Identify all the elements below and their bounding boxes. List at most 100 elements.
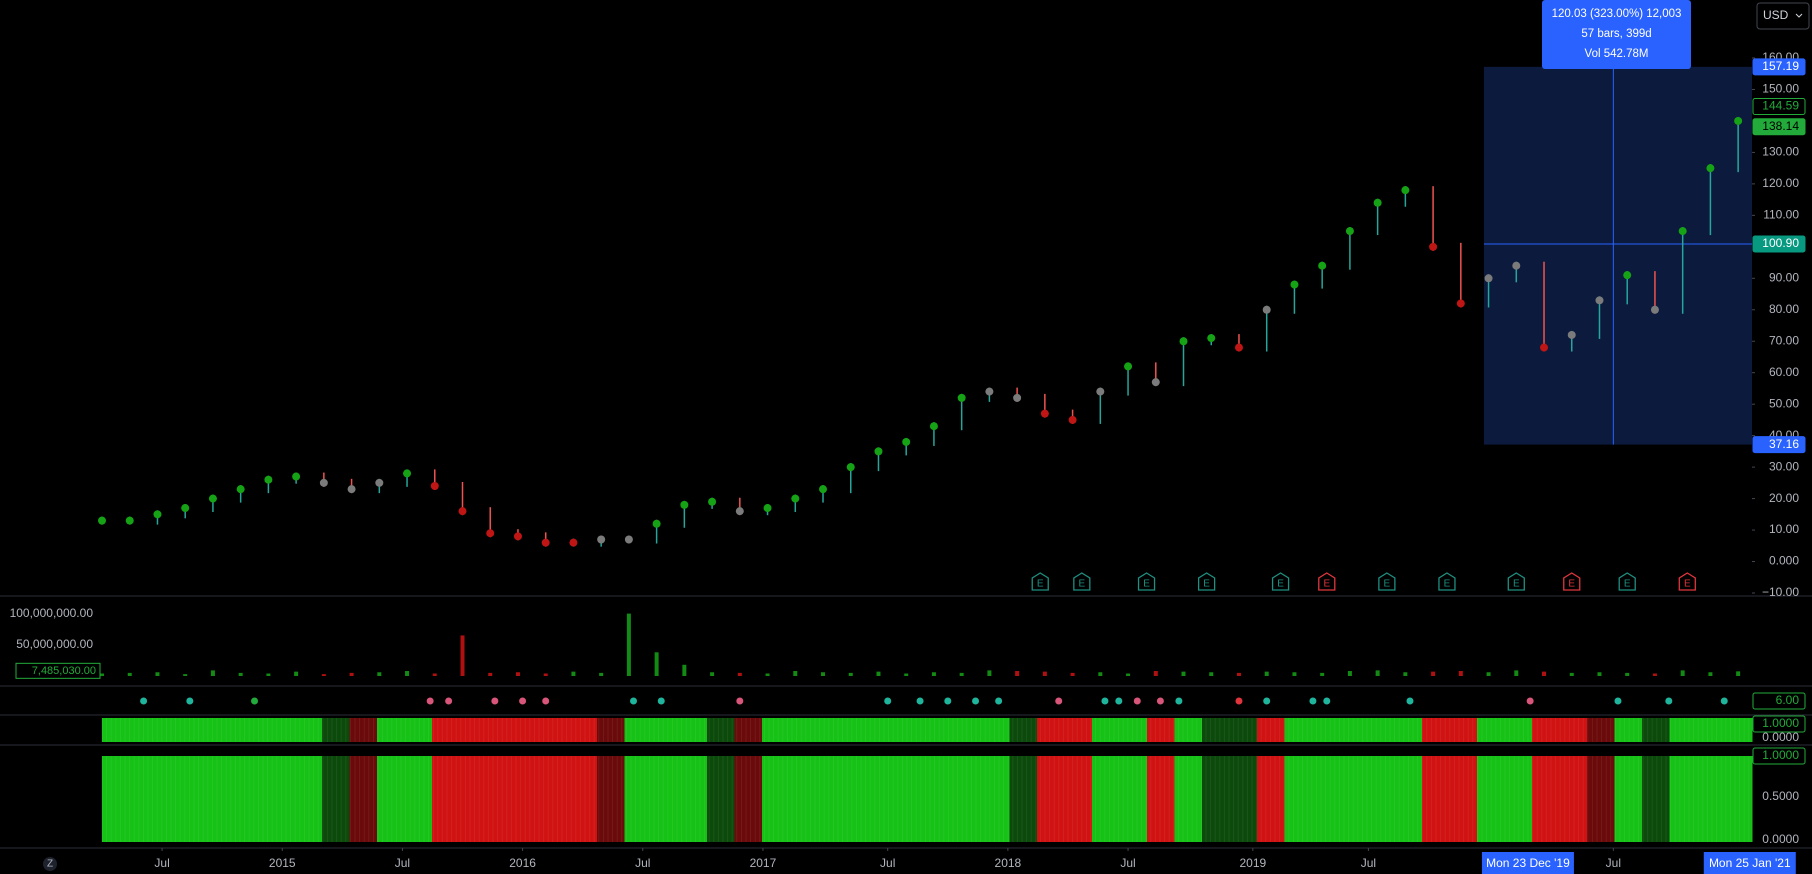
trend-dot xyxy=(680,500,689,509)
trend-dot xyxy=(597,535,606,544)
y-tick-label: 90.00 xyxy=(1769,270,1799,284)
heatmap-cell xyxy=(349,718,378,742)
volume-bar xyxy=(321,674,326,676)
volume-bar xyxy=(210,670,215,676)
volume-bar xyxy=(1542,671,1547,676)
trend-dot xyxy=(735,507,744,516)
heatmap-cell xyxy=(734,756,763,842)
y-tick-label: 70.00 xyxy=(1769,333,1799,347)
heatmap-cell xyxy=(1422,718,1450,742)
heatmap-cell xyxy=(1532,718,1560,742)
trend-dot xyxy=(1013,393,1022,402)
y-tick-label: 80.00 xyxy=(1769,302,1799,316)
signal-dot xyxy=(972,697,980,705)
volume-bar xyxy=(460,635,465,676)
zoom-button[interactable]: Z xyxy=(43,857,57,871)
heatmap-cell xyxy=(1477,756,1505,842)
trend-dot xyxy=(125,516,134,525)
heatmap-cell xyxy=(157,718,185,742)
volume-bar xyxy=(238,672,243,676)
heatmap-cell xyxy=(1174,718,1203,742)
axis-marker xyxy=(1752,58,1806,76)
axis-marker xyxy=(1752,97,1806,115)
heatmap-cell xyxy=(1449,718,1478,742)
heatmap-cell xyxy=(899,756,928,842)
signal-dot xyxy=(1323,697,1331,705)
trend-dot xyxy=(1623,271,1632,280)
x-tick-label: 2018 xyxy=(995,856,1022,870)
heatmap-cell xyxy=(1477,718,1505,742)
volume-bar xyxy=(266,673,271,676)
heatmap-cell xyxy=(322,718,350,742)
volume-bar xyxy=(1514,670,1519,676)
signal-dot xyxy=(995,697,1003,705)
heatmap-cell xyxy=(542,756,570,842)
button-label[interactable]: Z xyxy=(47,859,53,870)
axis-marker-label: 100.90 xyxy=(1762,236,1799,250)
heatmap-cell xyxy=(597,718,625,742)
event-marker xyxy=(1073,572,1091,591)
last-value-label: 7,485,030.00 xyxy=(32,665,96,677)
heatmap-cell xyxy=(459,756,488,842)
heatmap-cell xyxy=(762,756,790,842)
heatmap-cell xyxy=(267,756,295,842)
volume-bar xyxy=(793,671,798,676)
trend-dot xyxy=(1234,343,1243,352)
heatmap-cell xyxy=(129,718,158,742)
heatmap-cell xyxy=(899,718,928,742)
heatmap-cell xyxy=(1037,718,1065,742)
volume-bar xyxy=(405,671,410,676)
event-marker xyxy=(1378,572,1396,591)
heatmap-cell xyxy=(1367,718,1395,742)
heatmap-cell xyxy=(1147,756,1175,842)
heatmap-cell xyxy=(1064,718,1093,742)
signal-dot xyxy=(1101,697,1109,705)
trend-dot xyxy=(513,532,522,541)
x-tick-highlight xyxy=(1481,852,1574,874)
y-tick-label: 110.00 xyxy=(1763,208,1799,222)
axis-marker-label: 144.59 xyxy=(1762,99,1799,113)
heatmap-cell xyxy=(1284,756,1313,842)
signal-dot xyxy=(1055,697,1063,705)
event-label: E xyxy=(1323,579,1330,590)
trend-dot xyxy=(1124,362,1133,371)
heatmap-cell xyxy=(1009,756,1038,842)
heatmap-cell xyxy=(404,718,433,742)
background-layer xyxy=(1483,66,1752,445)
signal-dot xyxy=(1133,697,1141,705)
heatmap-cell xyxy=(817,756,845,842)
volume-bar xyxy=(682,664,687,676)
heatmap-cell xyxy=(102,718,130,742)
volume-bar xyxy=(1652,673,1657,676)
signal-dot xyxy=(1235,697,1243,705)
volume-bar xyxy=(1098,672,1103,676)
trend-dot xyxy=(375,478,384,487)
trend-dot xyxy=(541,538,550,547)
heatmap-cell xyxy=(789,756,818,842)
heatmap-cell xyxy=(1202,718,1230,742)
y-tick-label: 30.00 xyxy=(1769,459,1799,473)
trend-dot xyxy=(153,510,162,519)
trend-dot xyxy=(791,494,800,503)
trend-dot xyxy=(1567,330,1576,339)
trend-dot xyxy=(624,535,633,544)
heatmap-cell xyxy=(377,718,405,742)
trend-dot xyxy=(985,387,994,396)
volume-bar xyxy=(488,672,493,676)
axis-marker xyxy=(1752,118,1806,136)
heatmap-cell xyxy=(184,756,213,842)
volume-bar xyxy=(1736,671,1741,676)
volume-bar xyxy=(515,672,520,676)
heatmap-cell xyxy=(1504,756,1533,842)
heatmap-cell xyxy=(817,718,845,742)
heatmap-cell xyxy=(1724,756,1753,842)
heatmap-cell xyxy=(349,756,378,842)
y-tick-label: −10.00 xyxy=(1762,585,1799,599)
currency-dropdown[interactable]: USD xyxy=(1756,2,1810,30)
trend-dot xyxy=(569,538,578,547)
signal-dot xyxy=(1720,697,1728,705)
heatmap-cell xyxy=(569,718,598,742)
heatmap-cell xyxy=(184,718,213,742)
heatmap-cell xyxy=(1697,756,1725,842)
currency-label[interactable]: USD xyxy=(1763,8,1789,22)
